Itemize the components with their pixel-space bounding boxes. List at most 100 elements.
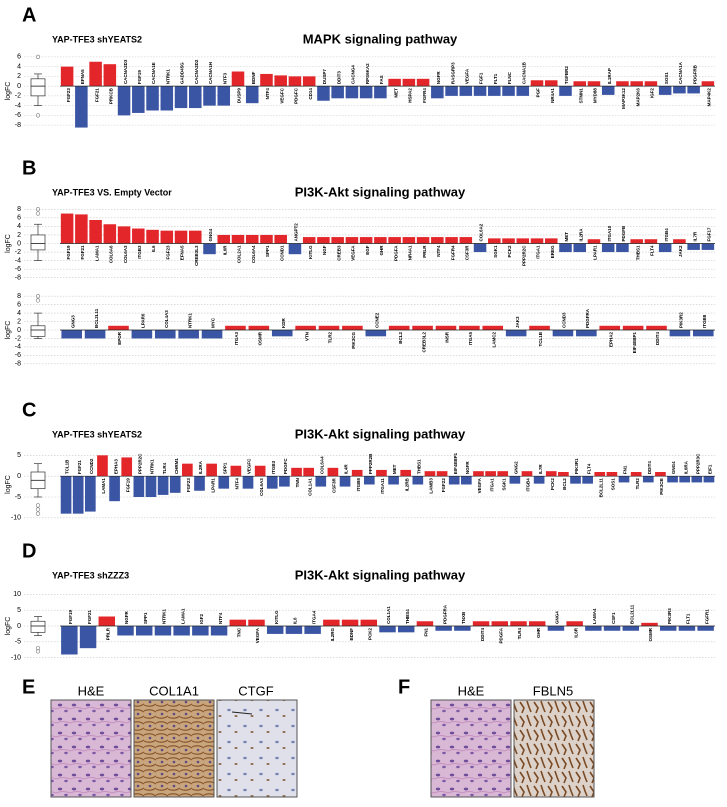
x-tick-label: FGF19 [66, 245, 71, 260]
bar [61, 626, 78, 655]
x-tick-label: PIK3R1 [574, 458, 579, 474]
bar [545, 471, 557, 477]
bar [482, 325, 504, 330]
bar [266, 626, 284, 634]
x-tick-label: FGF19 [137, 70, 142, 85]
bar [436, 471, 448, 477]
x-tick-label: GHR [536, 627, 541, 638]
y-tick-label: -6 [15, 266, 21, 273]
x-tick-label: THBS1 [635, 245, 640, 260]
x-tick-label: FGFR1 [704, 609, 709, 624]
bar [573, 81, 586, 87]
bar [570, 476, 581, 484]
box-outlier [35, 207, 41, 212]
x-tick-label: CCND2 [89, 458, 94, 474]
x-tick-label: VTN [304, 332, 309, 341]
bar [89, 61, 102, 87]
bar [544, 238, 558, 244]
bar [178, 330, 199, 339]
bar [203, 86, 216, 106]
x-tick-label: EIF4EBP1 [453, 452, 458, 474]
bar [673, 86, 686, 94]
bar [132, 86, 145, 113]
x-tick-label: FLT4 [586, 463, 591, 474]
x-tick-label: IL2RA [578, 228, 583, 242]
x-tick-label: LPAR1 [210, 478, 215, 493]
x-tick-label: CACNG4 [351, 65, 356, 84]
bar [225, 325, 246, 330]
bar [146, 229, 159, 244]
x-tick-label: PDGFC [283, 458, 288, 475]
x-tick-label: TCL1B [538, 331, 543, 346]
x-tick-label: IL6R [222, 245, 227, 256]
bar [339, 476, 351, 487]
x-tick-label: MET [392, 464, 397, 474]
x-tick-label: FLT1 [686, 613, 691, 624]
x-tick-label: IL2RB [404, 477, 409, 491]
x-tick-label: FGF23 [186, 478, 191, 493]
x-tick-label: CSF3R [332, 477, 337, 493]
y-axis-label: logFC [5, 234, 12, 253]
x-tick-label: BDNF [349, 628, 354, 641]
x-tick-label: JAK2 [678, 245, 683, 257]
x-tick-label: CD14 [308, 88, 313, 100]
x-tick-label: ITGA11 [380, 478, 385, 494]
x-tick-label: ITGA5 [468, 332, 473, 346]
bar [400, 469, 412, 477]
x-tick-label: PDGFRB [692, 64, 697, 84]
x-tick-label: TLR2 [635, 478, 640, 490]
bar [601, 86, 615, 95]
bar [521, 471, 533, 477]
y-tick-label: 4 [17, 310, 21, 317]
bar [89, 219, 102, 244]
bar [374, 86, 387, 99]
bar [117, 226, 131, 244]
x-tick-label: PPP2R3C [695, 453, 700, 474]
y-tick-label: -4 [15, 344, 21, 351]
x-tick-label: IL1RAP [607, 68, 612, 84]
bar [505, 330, 527, 337]
bar [573, 243, 586, 253]
bar [248, 325, 270, 330]
bar [84, 476, 96, 512]
y-tick-label: -8 [15, 122, 21, 129]
y-tick-label: 6 [17, 215, 21, 222]
arrow [231, 711, 253, 715]
bar [576, 330, 597, 337]
bar [530, 80, 544, 87]
bar [509, 476, 521, 484]
x-tick-label: COL6A4 [319, 456, 324, 474]
box-outlier [35, 211, 41, 216]
x-tick-label: CCND3 [562, 312, 567, 328]
x-tick-label: ITGA1 [489, 478, 494, 492]
x-tick-label: IL6R [573, 627, 578, 638]
x-tick-label: NTF3 [222, 72, 227, 84]
x-tick-label: PRLR [105, 627, 110, 640]
x-tick-label: MET [564, 232, 569, 242]
y-tick-label: -5 [15, 639, 21, 646]
x-tick-label: EFNA5 [80, 69, 85, 84]
x-tick-label: LAMC2 [491, 332, 496, 348]
bar [169, 476, 181, 493]
x-tick-label: SOS1 [664, 72, 669, 85]
bar [131, 330, 153, 339]
x-tick-label: GADD45G [180, 62, 185, 84]
bar [365, 330, 387, 337]
micrograph [50, 699, 132, 798]
box-outlier [35, 511, 41, 516]
bar [502, 238, 515, 244]
y-tick-label: 4 [17, 223, 21, 230]
bar [687, 243, 700, 250]
x-tick-label: CREB3L3 [194, 245, 199, 266]
bar [454, 626, 471, 631]
x-tick-label: TNC [236, 627, 241, 637]
bar [302, 76, 316, 87]
x-tick-label: PDGFA [393, 245, 398, 261]
bar [388, 325, 410, 330]
subtitle: YAP-TFE3 shZZZ3 [52, 570, 129, 580]
x-tick-label: PDGFRA [585, 308, 590, 328]
y-tick-label: -2 [15, 93, 21, 100]
x-tick-label: VEGFC [279, 87, 284, 103]
x-tick-label: NR4A1 [550, 88, 555, 103]
micrograph [430, 699, 512, 798]
